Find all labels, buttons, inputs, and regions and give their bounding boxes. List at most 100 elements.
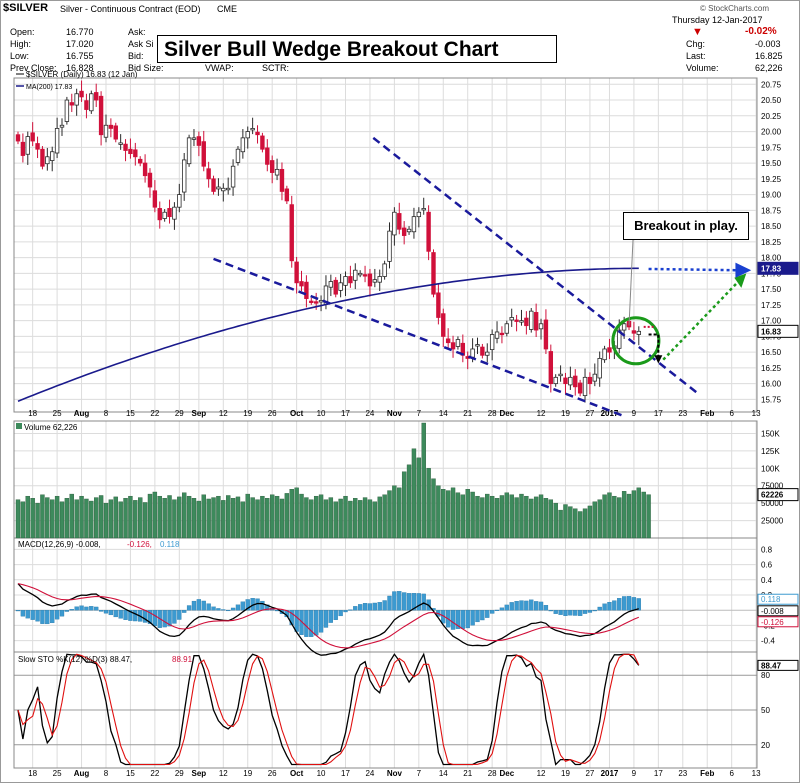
x-tick-label-top: Oct: [290, 409, 304, 418]
volume-bar: [636, 487, 641, 539]
candle-body: [343, 276, 348, 286]
macd-histogram-bar: [230, 607, 236, 611]
macd-histogram-bar: [485, 610, 490, 618]
candle-body: [475, 344, 480, 347]
breakout-annotation: Breakout in play.: [623, 212, 749, 240]
volume-bar: [538, 494, 544, 539]
volume-bar: [494, 498, 500, 539]
x-tick-label: 17: [341, 769, 350, 778]
stochastic-tick-label: 80: [761, 671, 770, 680]
x-tick-label: Aug: [74, 769, 90, 778]
candle-body: [289, 204, 294, 262]
macd-histogram-bar: [416, 593, 421, 611]
macd-histogram-bar: [89, 606, 94, 611]
volume-bar: [142, 502, 148, 539]
volume-bar: [186, 495, 192, 539]
volume-bar: [309, 499, 314, 539]
stoch-last-box: [757, 659, 799, 671]
volume-bar: [485, 493, 490, 539]
x-tick-label-top: 24: [365, 409, 374, 418]
volume-bar: [362, 497, 368, 539]
volume-bar: [133, 500, 138, 539]
candle-body: [167, 208, 172, 218]
volume-bar: [533, 496, 539, 539]
macd-histogram-bar: [558, 610, 563, 615]
stochastic-panel: Slow STO %K(12) %D(3) 88.47, 88.91: [17, 652, 640, 766]
candle-body: [514, 319, 519, 322]
volume-bar: [553, 502, 558, 539]
candle-body: [299, 281, 304, 287]
volume-bar: [284, 493, 290, 539]
volume-bar: [450, 487, 456, 539]
volume-bar: [641, 491, 646, 539]
x-tick-label-top: 27: [585, 409, 594, 418]
macd-histogram-bar: [612, 600, 617, 611]
grid-layer: [14, 78, 757, 768]
macd-histogram-bar: [367, 603, 373, 611]
volume-bar: [499, 495, 505, 539]
volume-bar: [108, 499, 114, 539]
macd-panel: MACD(12,26,9) -0.008, -0.126, 0.118: [15, 540, 641, 656]
candle-body: [499, 332, 505, 336]
x-tick-label-top: 13: [752, 409, 761, 418]
candle-body: [441, 313, 446, 337]
volume-bar: [162, 498, 167, 539]
candle-body: [411, 216, 417, 233]
volume-bar: [436, 485, 441, 539]
macd-histogram-bar: [333, 610, 338, 620]
macd-histogram-bar: [343, 610, 348, 613]
volume-bar: [348, 500, 353, 539]
stochastic-frame: [13, 651, 758, 769]
macd-histogram-bar: [621, 596, 627, 611]
macd-last-label: -0.008: [761, 607, 784, 616]
volume-bar: [558, 509, 563, 539]
volume-bar: [519, 493, 524, 539]
volume-bar: [255, 499, 260, 539]
macd-legend-hist: 0.118: [160, 540, 180, 549]
candle-body: [89, 93, 94, 112]
macd-histogram-bar: [147, 610, 153, 624]
volume-bar: [221, 500, 226, 539]
macd-histogram-bar: [54, 610, 60, 620]
stat-chg-value: -0.003: [755, 39, 781, 49]
candle-body: [304, 281, 309, 299]
macd-histogram-bar: [553, 610, 558, 614]
volume-bar: [441, 489, 446, 539]
macd-histogram-bar: [387, 595, 392, 611]
volume-bar: [421, 422, 426, 539]
candle-body: [84, 100, 89, 110]
volume-bar: [367, 499, 373, 539]
x-tick-label: 12: [219, 769, 228, 778]
candle-body: [284, 188, 290, 202]
volume-bar: [406, 464, 412, 539]
macd-histogram-bar: [309, 610, 314, 637]
macd-histogram-bar: [314, 610, 319, 636]
macd-tick-label: 0.6: [761, 561, 773, 570]
stat-last-value: 16.825: [755, 51, 783, 61]
x-tick-label-top: 29: [175, 409, 184, 418]
macd-histogram-bar: [533, 601, 539, 611]
macd-histogram-bar: [636, 598, 641, 611]
volume-bar: [260, 495, 265, 539]
macd-histogram-bar: [548, 610, 553, 612]
macd-histogram-bar: [98, 610, 104, 612]
volume-bar: [15, 499, 21, 539]
price-frame: [13, 77, 758, 413]
macd-histogram-bar: [411, 593, 417, 611]
price-tick-label: 16.25: [761, 364, 782, 373]
candle-body: [230, 165, 236, 188]
candle-body: [235, 148, 241, 163]
x-tick-label: Sep: [192, 769, 207, 778]
volume-bar: [181, 492, 187, 539]
volume-bar: [20, 501, 26, 539]
volume-bar: [235, 496, 241, 539]
macd-histogram-bar: [353, 606, 358, 611]
candle-body: [79, 90, 84, 98]
macd-histogram-bar: [499, 607, 505, 611]
candle-body: [426, 211, 431, 252]
price-tick-label: 17.00: [761, 317, 782, 326]
stochastic-tick-label: 50: [761, 706, 770, 715]
candle-body: [558, 373, 563, 377]
macd-histogram-bar: [592, 610, 597, 612]
candle-body: [489, 334, 495, 351]
